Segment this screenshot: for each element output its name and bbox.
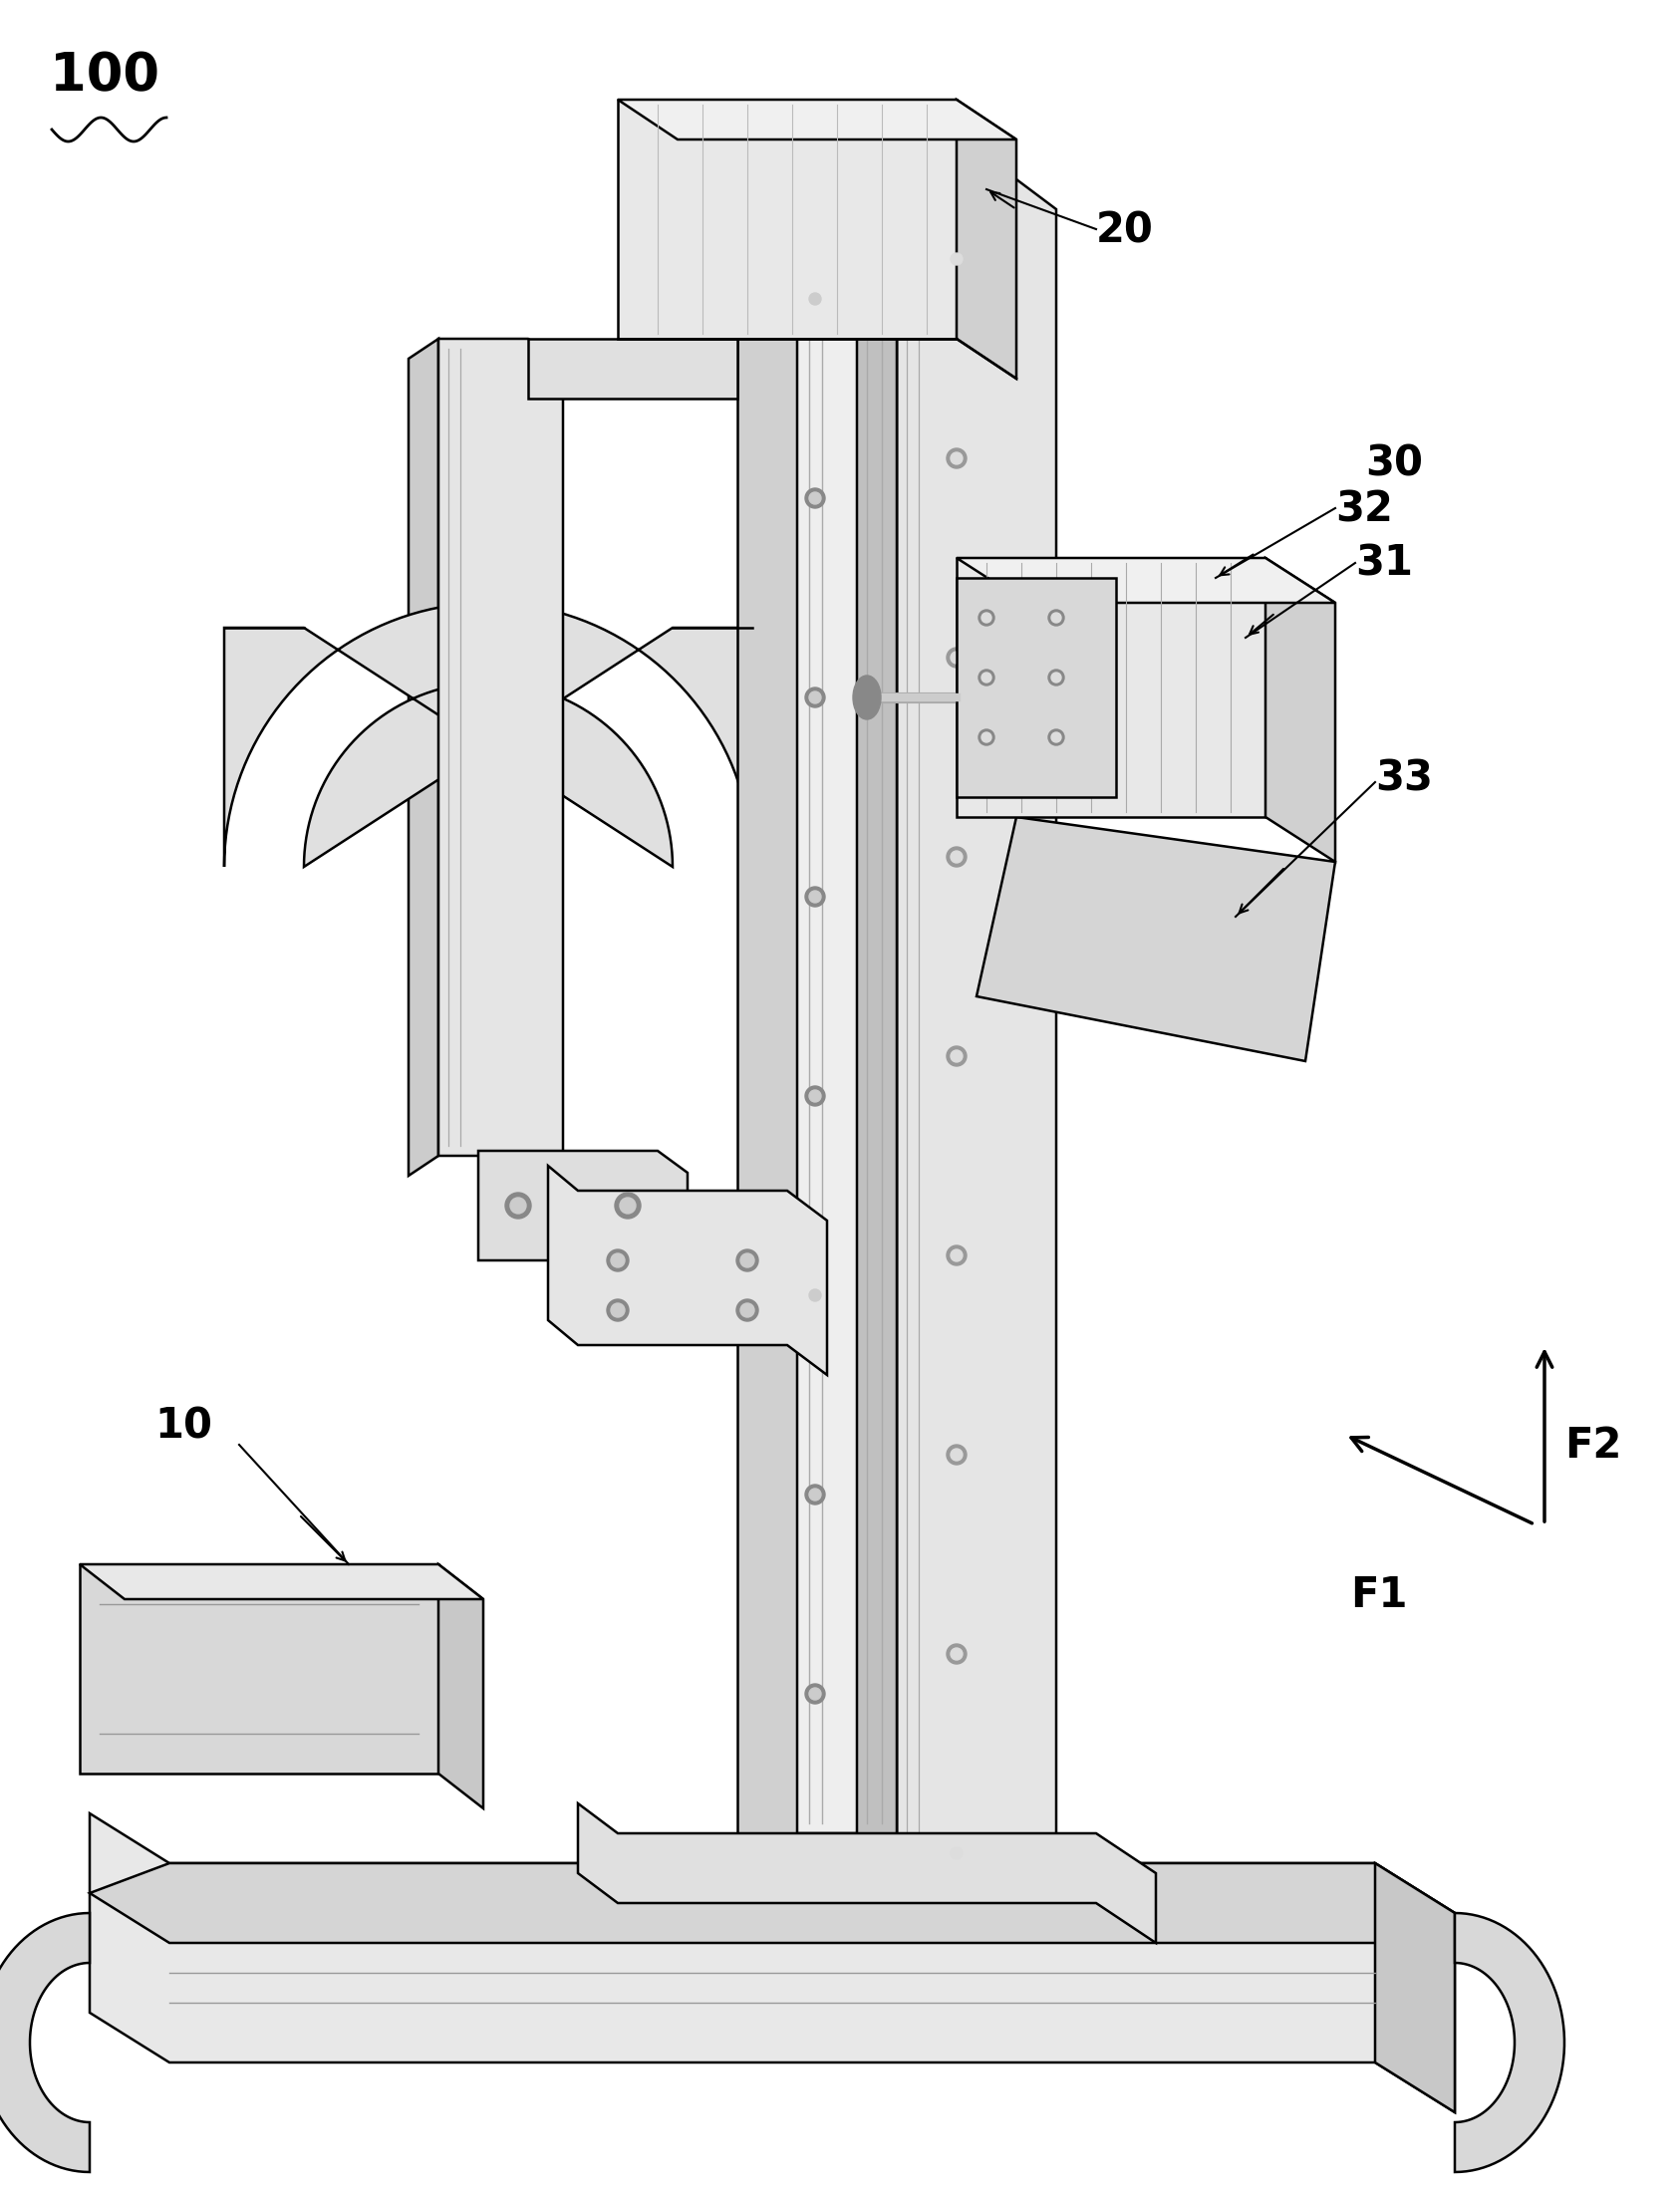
Circle shape xyxy=(810,890,822,904)
Circle shape xyxy=(612,1254,625,1268)
Circle shape xyxy=(805,1684,825,1704)
Polygon shape xyxy=(89,1814,1455,2112)
Circle shape xyxy=(951,1050,963,1061)
Polygon shape xyxy=(738,160,796,1833)
Polygon shape xyxy=(438,338,563,1180)
Circle shape xyxy=(951,1450,963,1461)
Circle shape xyxy=(506,1193,531,1219)
Circle shape xyxy=(736,1250,758,1272)
Polygon shape xyxy=(956,557,1336,603)
Circle shape xyxy=(805,289,825,309)
Text: F1: F1 xyxy=(1351,1575,1408,1616)
Circle shape xyxy=(810,294,822,305)
Circle shape xyxy=(1052,612,1062,623)
Circle shape xyxy=(946,1246,966,1265)
Circle shape xyxy=(951,851,963,862)
Text: 31: 31 xyxy=(1356,544,1413,586)
Polygon shape xyxy=(897,180,1057,1893)
Polygon shape xyxy=(618,99,956,338)
Circle shape xyxy=(810,1090,822,1101)
Circle shape xyxy=(810,1289,822,1300)
Circle shape xyxy=(741,1254,754,1268)
Text: 33: 33 xyxy=(1376,757,1433,798)
Polygon shape xyxy=(89,1864,1455,1943)
Text: 30: 30 xyxy=(1366,443,1423,485)
Polygon shape xyxy=(1455,1912,1564,2171)
Polygon shape xyxy=(976,818,1336,1061)
Polygon shape xyxy=(956,579,1116,796)
Polygon shape xyxy=(79,1564,438,1774)
Circle shape xyxy=(1052,673,1062,682)
Polygon shape xyxy=(408,338,438,1175)
Circle shape xyxy=(951,1250,963,1261)
Circle shape xyxy=(951,452,963,465)
Circle shape xyxy=(615,1193,640,1219)
Circle shape xyxy=(511,1197,526,1213)
Circle shape xyxy=(951,651,963,664)
Circle shape xyxy=(978,610,995,625)
Circle shape xyxy=(951,1847,963,1860)
Circle shape xyxy=(1048,669,1063,686)
Circle shape xyxy=(620,1197,635,1213)
Circle shape xyxy=(978,730,995,746)
Circle shape xyxy=(612,1303,625,1318)
Circle shape xyxy=(981,732,991,741)
Circle shape xyxy=(1048,730,1063,746)
Circle shape xyxy=(981,673,991,682)
Circle shape xyxy=(810,1689,822,1700)
Polygon shape xyxy=(578,1803,1156,1943)
Circle shape xyxy=(810,1489,822,1500)
Circle shape xyxy=(606,1250,628,1272)
Circle shape xyxy=(946,647,966,667)
Polygon shape xyxy=(618,99,1016,140)
Text: 20: 20 xyxy=(1095,208,1154,250)
Circle shape xyxy=(810,491,822,504)
Polygon shape xyxy=(528,338,738,399)
Circle shape xyxy=(736,1298,758,1320)
Circle shape xyxy=(951,252,963,265)
Text: 100: 100 xyxy=(50,50,160,101)
Circle shape xyxy=(805,1485,825,1504)
Circle shape xyxy=(946,250,966,270)
Circle shape xyxy=(951,1647,963,1660)
Circle shape xyxy=(805,1285,825,1305)
Polygon shape xyxy=(223,603,753,866)
Polygon shape xyxy=(479,1151,687,1283)
Polygon shape xyxy=(0,1912,89,2171)
Circle shape xyxy=(805,489,825,509)
Text: F2: F2 xyxy=(1564,1425,1621,1467)
Circle shape xyxy=(946,447,966,469)
Text: 32: 32 xyxy=(1336,489,1393,531)
Circle shape xyxy=(741,1303,754,1318)
Circle shape xyxy=(1048,610,1063,625)
Circle shape xyxy=(810,691,822,704)
Circle shape xyxy=(946,1844,966,1864)
Polygon shape xyxy=(79,1564,484,1599)
Ellipse shape xyxy=(853,675,880,719)
Circle shape xyxy=(978,669,995,686)
Polygon shape xyxy=(956,557,1265,818)
Circle shape xyxy=(946,1645,966,1664)
Polygon shape xyxy=(956,99,1016,379)
Circle shape xyxy=(805,686,825,708)
Polygon shape xyxy=(1265,557,1336,862)
Polygon shape xyxy=(548,1167,827,1375)
Circle shape xyxy=(1052,732,1062,741)
Text: 10: 10 xyxy=(155,1406,212,1447)
Polygon shape xyxy=(1376,1864,1455,2112)
Polygon shape xyxy=(438,1564,484,1809)
Circle shape xyxy=(946,1046,966,1066)
Circle shape xyxy=(805,1086,825,1105)
Circle shape xyxy=(946,1445,966,1465)
Circle shape xyxy=(606,1298,628,1320)
Circle shape xyxy=(805,886,825,906)
Polygon shape xyxy=(857,160,897,1864)
Circle shape xyxy=(981,612,991,623)
Circle shape xyxy=(946,846,966,866)
Polygon shape xyxy=(796,160,897,1864)
